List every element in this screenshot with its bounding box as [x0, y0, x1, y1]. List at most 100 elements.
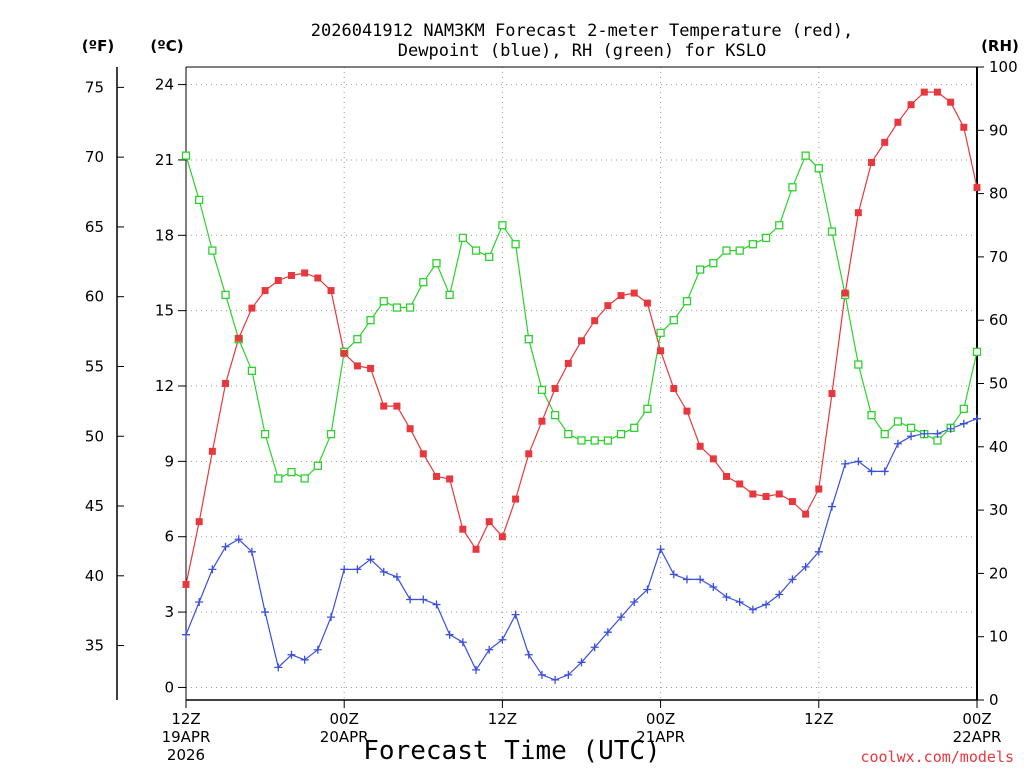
- rh-point: [537, 385, 547, 394]
- temperature-point: [261, 287, 269, 295]
- dewpoint-point: [498, 635, 507, 644]
- dewpoint-point: [590, 643, 599, 652]
- celsius-tick-label: 0: [164, 678, 174, 696]
- temperature-point: [353, 362, 361, 370]
- temperature-point: [841, 289, 849, 297]
- dewpoint-point: [656, 545, 665, 554]
- dewpoint-point: [208, 565, 217, 574]
- dewpoint-point: [696, 575, 705, 584]
- rh-point: [906, 423, 916, 432]
- rh-point: [419, 278, 428, 287]
- dewpoint-point: [221, 542, 230, 551]
- rh-tick-label: 60: [989, 311, 1008, 329]
- rh-point: [313, 461, 322, 470]
- temperature-point: [182, 580, 190, 588]
- temperature-point: [248, 304, 256, 312]
- temperature-point: [709, 455, 717, 463]
- temperature-point: [564, 359, 572, 367]
- dewpoint-point: [458, 638, 467, 647]
- fahrenheit-tick-label: 35: [85, 637, 104, 655]
- rh-point: [524, 335, 533, 344]
- temperature-point: [551, 385, 559, 393]
- rh-point: [405, 303, 415, 312]
- rh-point: [564, 429, 573, 439]
- rh-tick-label: 80: [989, 185, 1008, 203]
- temperature-point: [775, 490, 783, 498]
- rh-tick-label: 70: [989, 248, 1008, 266]
- rh-point: [722, 246, 731, 255]
- temperature-point: [472, 545, 480, 553]
- x-tick-label: 12Z: [804, 710, 833, 728]
- temperature-point: [406, 425, 414, 433]
- rh-tick-label: 50: [989, 375, 1008, 393]
- temperature-point: [195, 518, 203, 526]
- temperature-point: [973, 184, 981, 192]
- rh-tick-label: 0: [989, 691, 999, 709]
- x-tick-label: 12Z: [171, 710, 200, 728]
- rh-point: [208, 246, 217, 255]
- dewpoint-point: [577, 658, 586, 667]
- temperature-point: [367, 364, 375, 372]
- fahrenheit-tick-label: 50: [85, 427, 104, 445]
- temperature-point: [854, 209, 862, 217]
- rh-point: [669, 316, 678, 325]
- dewpoint-point: [617, 613, 626, 622]
- rh-unit-label: (RH): [981, 37, 1019, 55]
- dewpoint-point: [195, 598, 204, 607]
- dewpoint-point: [920, 429, 929, 438]
- dewpoint-point: [485, 645, 494, 654]
- temperature-point: [683, 407, 691, 415]
- rh-point: [498, 221, 507, 230]
- dewpoint-point: [472, 665, 481, 674]
- rh-point: [682, 297, 692, 306]
- rh-point: [959, 404, 968, 413]
- dewpoint-point: [709, 582, 718, 591]
- rh-point: [432, 259, 441, 268]
- rh-point: [379, 297, 388, 306]
- dewpoint-point: [551, 675, 560, 684]
- temperature-point: [815, 485, 823, 493]
- temperature-point: [340, 349, 348, 357]
- dewpoint-point: [327, 613, 336, 622]
- rh-tick-label: 20: [989, 564, 1008, 582]
- dewpoint-point: [643, 585, 652, 594]
- dewpoint-point: [379, 567, 388, 576]
- rh-tick-label: 10: [989, 628, 1008, 646]
- temperature-point: [868, 158, 876, 166]
- dewpoint-point: [182, 630, 190, 639]
- rh-point: [471, 246, 481, 255]
- temperature-point: [591, 317, 599, 325]
- fahrenheit-tick-label: 40: [85, 567, 104, 585]
- temperature-point: [222, 380, 230, 387]
- rh-point: [801, 151, 810, 160]
- credit-link[interactable]: coolwx.com/models: [860, 748, 1014, 766]
- x-tick-label: 12Z: [488, 710, 517, 728]
- temperature-point: [485, 518, 493, 526]
- celsius-tick-label: 21: [155, 151, 174, 169]
- rh-point: [788, 183, 797, 192]
- dewpoint-point: [366, 555, 375, 564]
- temperature-point: [657, 347, 665, 355]
- temperature-point: [327, 287, 335, 295]
- dewpoint-point: [801, 562, 810, 571]
- rh-point: [247, 366, 257, 375]
- rh-point: [814, 164, 823, 173]
- temperature-point: [287, 271, 295, 279]
- rh-point: [867, 410, 876, 420]
- x-tick-date-label: 19APR: [162, 728, 211, 746]
- fahrenheit-tick-label: 70: [85, 148, 104, 166]
- dewpoint-point: [432, 600, 441, 609]
- dewpoint-point: [564, 670, 573, 679]
- axes: [116, 66, 978, 701]
- rh-point: [696, 265, 705, 274]
- x-tick-label: 00Z: [330, 710, 359, 728]
- rh-point: [656, 328, 665, 338]
- dewpoint-point: [630, 598, 639, 607]
- rh-point: [761, 233, 771, 243]
- x-tick-date-label: 22APR: [953, 728, 1002, 746]
- dewpoint-point: [603, 628, 612, 637]
- temperature-point: [670, 385, 678, 393]
- dewpoint-point: [511, 610, 520, 619]
- rh-point: [893, 417, 903, 426]
